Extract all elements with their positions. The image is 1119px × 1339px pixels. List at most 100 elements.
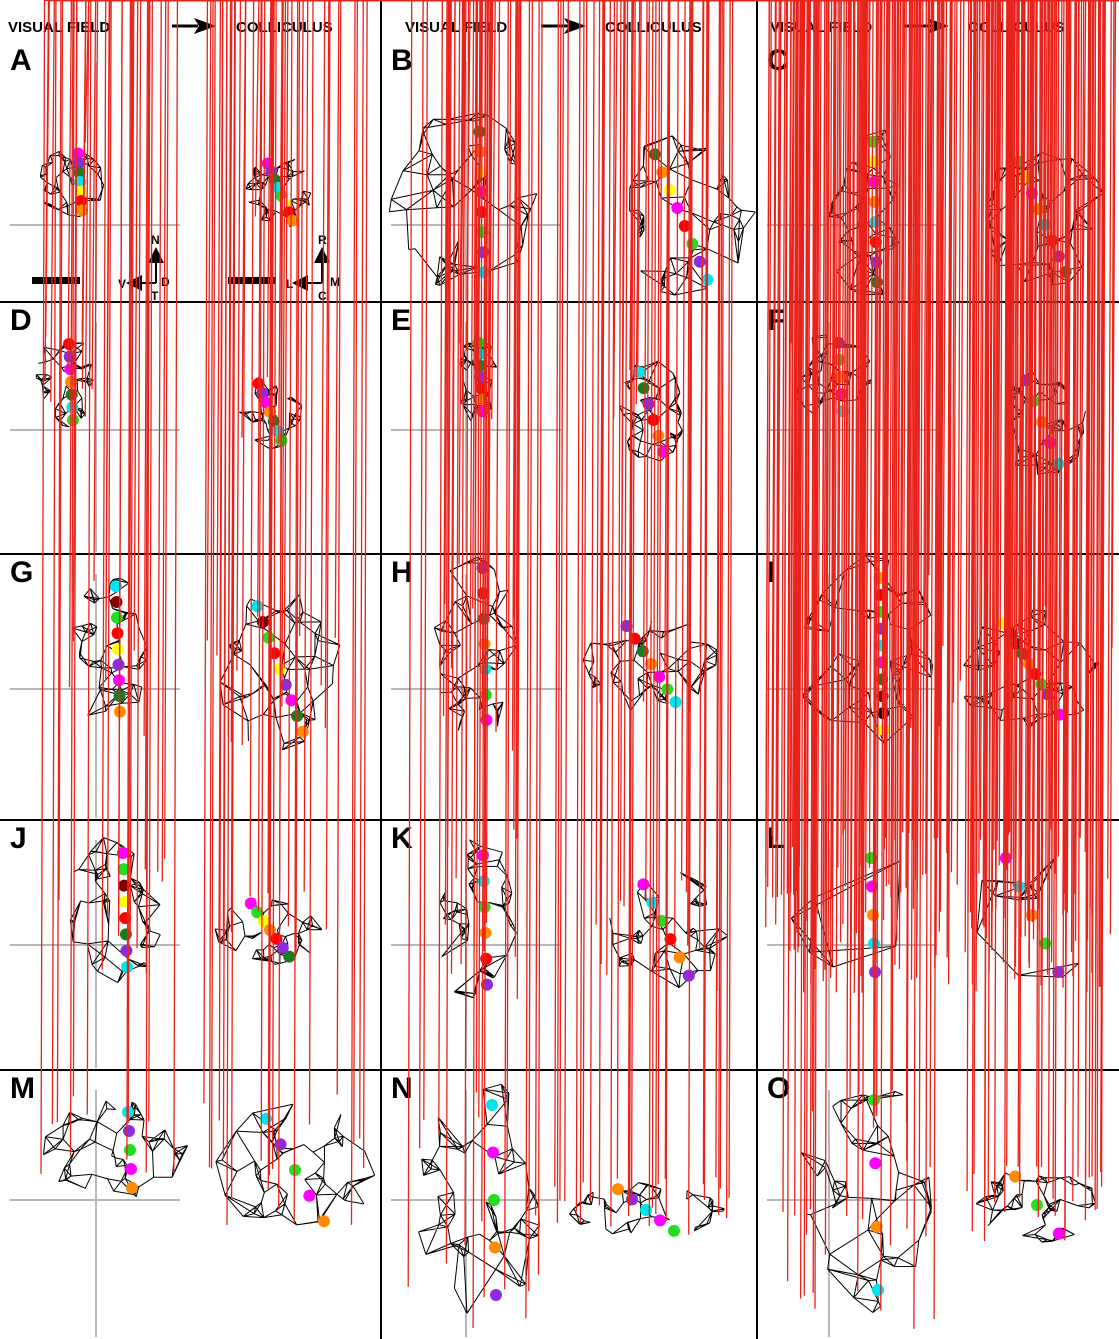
header-column-1: VISUAL FIELD COLLICULUS bbox=[8, 18, 333, 36]
vf-magenta-dot bbox=[869, 1157, 882, 1170]
sc-yellow-dot bbox=[257, 915, 270, 928]
panel-n: N bbox=[391, 1, 1119, 1337]
panel-label: E bbox=[391, 304, 411, 337]
legend-panel-a: N V D T R L M C bbox=[32, 233, 340, 303]
vf-cyan-dot bbox=[122, 1106, 134, 1118]
vf-orange-dot bbox=[76, 204, 88, 217]
sc-purple-dot bbox=[1052, 966, 1065, 978]
sc-cyan-dot bbox=[1052, 457, 1065, 470]
colliculus-map bbox=[609, 872, 729, 989]
sc-darkgreen-dot bbox=[283, 950, 296, 963]
colliculus-map bbox=[569, 1182, 725, 1237]
scale-bar-visual-field bbox=[32, 277, 80, 284]
panel-b: B bbox=[388, 44, 756, 300]
vf-maroon-dot bbox=[118, 879, 131, 892]
vf-cyan-dot bbox=[110, 580, 122, 593]
sc-red-dot bbox=[647, 414, 660, 426]
sc-magenta-dot bbox=[671, 202, 684, 214]
sc-purple-dot bbox=[620, 620, 633, 632]
vf-green-dot bbox=[867, 135, 879, 148]
sc-magenta-dot bbox=[1052, 1227, 1065, 1240]
visual-field-map bbox=[795, 334, 872, 418]
unmatched-marker bbox=[347, 1, 794, 348]
sc-purple-dot bbox=[279, 678, 292, 691]
mesh-edges bbox=[43, 1100, 189, 1198]
unmatched-marker bbox=[870, 1, 874, 872]
compass-label-v: V bbox=[118, 277, 126, 291]
sc-cyan-dot bbox=[251, 600, 264, 613]
vf-orange-dot bbox=[126, 1182, 138, 1194]
sc-orange-dot bbox=[264, 924, 276, 936]
vf-red-dot bbox=[119, 912, 132, 925]
sc-green-dot bbox=[1035, 678, 1048, 691]
vf-purple-dot bbox=[481, 978, 493, 991]
sc-orange-dot bbox=[317, 1215, 330, 1228]
vf-cyan-dot bbox=[121, 961, 133, 973]
vf-orange-dot bbox=[870, 1220, 883, 1233]
panel-label: O bbox=[767, 1072, 790, 1105]
crosshair bbox=[10, 840, 180, 1068]
sc-red-dot bbox=[252, 377, 265, 390]
colliculus-map bbox=[215, 1103, 376, 1228]
mesh-edges bbox=[418, 1083, 540, 1314]
sc-orange-dot bbox=[612, 1183, 624, 1196]
vf-purple-dot bbox=[832, 336, 845, 349]
vf-green-dot bbox=[833, 353, 846, 366]
vf-purple-dot bbox=[123, 1125, 135, 1137]
panel-label: D bbox=[10, 304, 32, 337]
sc-orange-dot bbox=[286, 214, 299, 227]
sc-green-dot bbox=[686, 237, 699, 250]
compass-label-m: M bbox=[330, 275, 340, 289]
sc-magenta-dot bbox=[244, 897, 257, 910]
sc-cyan-dot bbox=[669, 696, 682, 708]
colliculus-map bbox=[618, 360, 683, 462]
sc-purple-dot bbox=[642, 398, 655, 410]
vf-orange-dot bbox=[65, 376, 77, 388]
vf-purple-dot bbox=[63, 350, 76, 363]
panel-k: K bbox=[391, 1, 1002, 1068]
scale-bar-colliculus bbox=[228, 277, 276, 284]
vf-maroon-dot bbox=[110, 596, 123, 608]
sc-magenta-dot bbox=[285, 694, 298, 707]
crosshair bbox=[391, 62, 561, 300]
header-arrowhead-2 bbox=[564, 18, 586, 34]
sc-red-dot bbox=[1046, 234, 1059, 247]
vf-cyan-dot bbox=[872, 1284, 884, 1296]
mesh-edges bbox=[215, 1103, 376, 1226]
colliculus-map bbox=[582, 620, 718, 711]
vf-green-dot bbox=[117, 863, 130, 876]
unmatched-marker bbox=[470, 1, 673, 674]
compass-label-l: L bbox=[286, 277, 293, 291]
sc-green-dot bbox=[1031, 1199, 1043, 1211]
panels: A B C D E F G H I J K L M N O bbox=[10, 1, 1119, 1337]
sc-magenta-dot bbox=[653, 670, 666, 683]
sc-purple-dot bbox=[693, 255, 706, 268]
vf-purple-dot bbox=[474, 371, 487, 383]
sc-cyan-dot bbox=[646, 896, 659, 909]
vf-yellow-dot bbox=[74, 185, 87, 198]
vf-yellow-dot bbox=[474, 165, 487, 178]
sc-darkgreen-dot bbox=[636, 645, 649, 658]
header-arrowhead-1 bbox=[194, 18, 216, 34]
sc-red-dot bbox=[1029, 668, 1042, 681]
vf-magenta-dot bbox=[866, 880, 878, 893]
compass-label-t: T bbox=[151, 289, 159, 303]
vf-cyan-dot bbox=[66, 401, 79, 414]
header-column-2: VISUAL FIELD COLLICULUS bbox=[405, 18, 702, 36]
sc-orange-dot bbox=[296, 725, 309, 738]
visual-field-map bbox=[800, 1091, 932, 1313]
unmatched-marker bbox=[485, 1, 737, 738]
panel-label: A bbox=[10, 44, 32, 77]
colliculus-map bbox=[976, 852, 1080, 978]
vf-magenta-dot bbox=[72, 147, 84, 160]
crosshair bbox=[767, 322, 937, 552]
vf-purple-dot bbox=[490, 1289, 502, 1301]
sc-cyan-dot bbox=[640, 1204, 652, 1216]
vf-yellow-dot bbox=[877, 724, 890, 736]
header-visual-field-1: VISUAL FIELD bbox=[8, 19, 110, 36]
panel-label: K bbox=[391, 822, 413, 855]
mesh-edges bbox=[618, 360, 683, 462]
panel-o: O bbox=[767, 1, 1119, 1337]
crosshair bbox=[10, 574, 180, 818]
visual-field-map bbox=[71, 577, 148, 718]
